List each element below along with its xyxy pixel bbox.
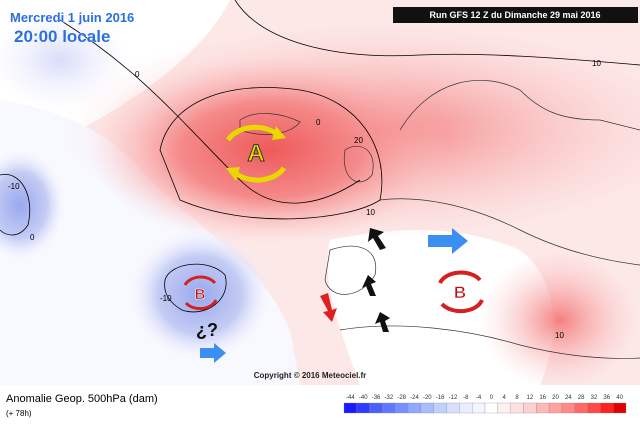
contour-label: -10 <box>160 294 172 303</box>
run: Run GFS 12 Z du Dimanche 29 mai 2016 <box>429 10 600 20</box>
legend-swatch <box>536 402 550 414</box>
legend-swatch <box>548 402 563 414</box>
contour-label: 0 <box>316 118 321 127</box>
legend-label: 8 <box>515 395 519 401</box>
legend-label: -36 <box>372 395 381 401</box>
legend-label: 20 <box>552 395 559 401</box>
low-label: B <box>195 286 206 303</box>
legend-swatch <box>420 402 434 414</box>
date: Mercredi 1 juin 2016 <box>10 10 134 25</box>
legend-swatch <box>600 402 614 414</box>
legend-swatch <box>407 402 422 414</box>
legend-label: -16 <box>436 395 445 401</box>
legend-label: -20 <box>423 395 432 401</box>
legend-label: 36 <box>603 395 610 401</box>
legend-label: -24 <box>410 395 419 401</box>
color-legend: -44 -40 -36 -32 -28 -24 -20 -16 -12 -8 -4 0 4 8 12 16 20… <box>343 395 627 414</box>
map-area: 0 0 0 10 10 20 -10 -10 10 A B B ¿? <box>0 0 640 390</box>
legend-label: -4 <box>476 395 482 401</box>
legend-label: -8 <box>463 395 469 401</box>
legend-swatch <box>613 402 627 414</box>
low-label: B <box>454 283 466 302</box>
legend-swatch <box>472 402 486 414</box>
legend-label: 32 <box>591 395 598 401</box>
legend-label: -12 <box>449 395 458 401</box>
legend-swatch <box>382 402 396 414</box>
legend-label: 40 <box>616 395 623 401</box>
wind-arrows <box>200 228 468 363</box>
contour-label: 10 <box>555 331 564 340</box>
legend-swatch <box>433 402 447 414</box>
red-arrow <box>320 293 337 322</box>
legend-swatch <box>561 402 575 414</box>
legend-swatch <box>369 402 383 414</box>
time: 20:00 locale <box>14 27 110 46</box>
contour-label: 20 <box>354 136 363 145</box>
legend-swatch <box>343 402 357 414</box>
legend-label: 16 <box>539 395 546 401</box>
footer-lead: (+ 78h) <box>6 409 32 418</box>
question-label: ¿? <box>196 320 218 340</box>
legend-label: 0 <box>490 395 494 401</box>
run-box <box>393 7 638 23</box>
legend-label: -32 <box>385 395 394 401</box>
legend-label: 28 <box>578 395 585 401</box>
low-symbol-west: B <box>183 275 218 311</box>
legend-swatch <box>484 402 498 414</box>
high-label: A <box>247 140 264 167</box>
legend-swatch <box>587 402 601 414</box>
legend-swatch <box>446 402 460 414</box>
high-symbol: A <box>225 124 287 183</box>
contour-label: 0 <box>30 233 35 242</box>
legend-swatch <box>395 402 409 414</box>
legend-swatch <box>510 402 524 414</box>
contour-label: 10 <box>366 208 375 217</box>
legend-label: -28 <box>397 395 406 401</box>
black-arrows <box>362 228 390 332</box>
legend-label: 24 <box>565 395 572 401</box>
legend-swatch <box>356 402 370 414</box>
contour-label: 10 <box>592 59 601 68</box>
legend-label: 4 <box>503 395 507 401</box>
legend-swatch <box>523 402 537 414</box>
low-symbol-east: B <box>438 270 484 314</box>
legend-swatch <box>574 402 588 414</box>
copyright: Copyright © 2016 Meteociel.fr <box>254 371 367 380</box>
legend-swatch <box>497 402 511 414</box>
legend-label: -44 <box>346 395 355 401</box>
coastlines <box>239 80 640 359</box>
footer-title: Anomalie Geop. 500hPa (dam) <box>6 393 158 405</box>
legend-label: -40 <box>359 395 368 401</box>
legend-swatch <box>459 402 473 414</box>
legend-label: 12 <box>527 395 534 401</box>
contour-label: 0 <box>135 70 140 79</box>
contour-label: -10 <box>8 182 20 191</box>
